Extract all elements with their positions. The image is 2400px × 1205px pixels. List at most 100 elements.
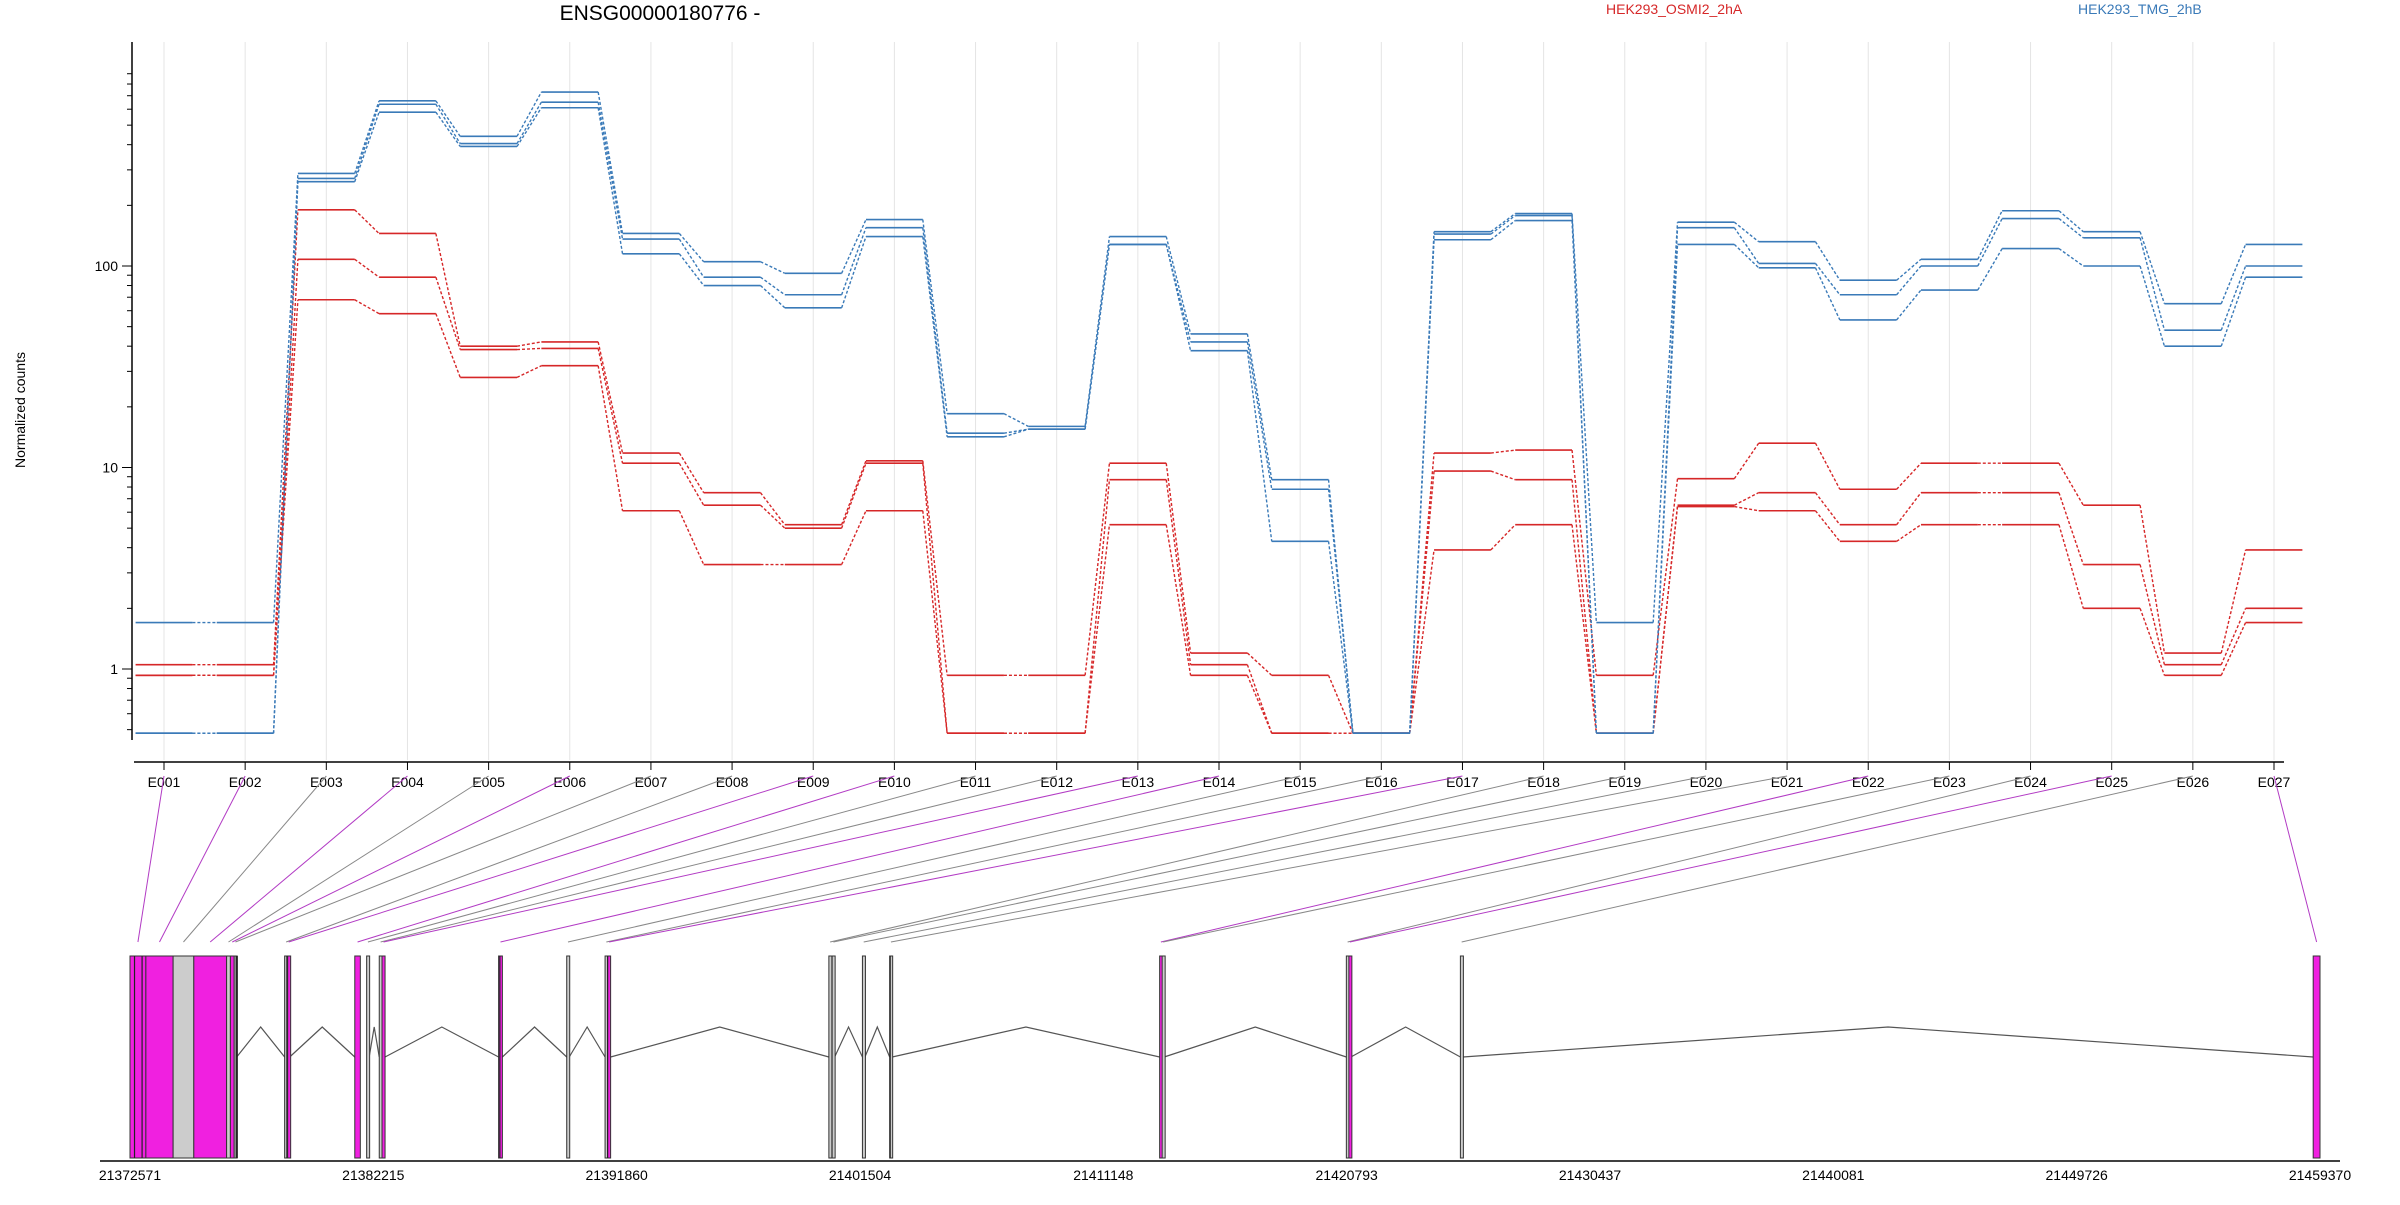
series-3-link-24 (2058, 524, 2084, 609)
connector-E018 (830, 775, 1544, 943)
x-tick-label-E025: E025 (2095, 774, 2128, 790)
series-1-link-18 (1571, 450, 1598, 676)
connector-E014 (500, 775, 1220, 943)
series-1-link-2 (272, 209, 299, 665)
series-1-link-9 (840, 460, 867, 525)
exon-box-E018 (828, 955, 833, 1159)
connector-E015 (567, 775, 1301, 943)
series-3-link-14 (1246, 675, 1273, 734)
series-1-link-13 (1165, 463, 1192, 654)
series-4-link-26 (2220, 244, 2247, 304)
series-4-link-2 (272, 173, 299, 623)
exon-box-E014 (498, 955, 503, 1159)
series-3-link-21 (1814, 510, 1841, 542)
exon-box-E006 (229, 955, 235, 1159)
connector-E003 (183, 775, 327, 943)
series-1-link-3 (354, 209, 380, 234)
intron-19 (834, 1025, 863, 1058)
series-5-link-16 (1409, 234, 1435, 734)
x-tick-label-E026: E026 (2176, 774, 2209, 790)
legend-entry-osmi2: HEK293_OSMI2_2hA (1606, 1, 1743, 17)
series-5-link-8 (760, 276, 786, 296)
y-axis-label-box: Normalized counts (8, 350, 32, 470)
genomic-tick-label: 21430437 (1559, 1167, 1622, 1183)
genomic-tick-label: 21459370 (2289, 1167, 2352, 1183)
exon-box-E004 (193, 955, 228, 1159)
series-1-link-22 (1896, 462, 1922, 490)
series-2-link-24 (2058, 492, 2084, 565)
connector-E017 (609, 775, 1463, 943)
connector-E012 (380, 775, 1057, 943)
y-tick-label: 10 (102, 460, 118, 476)
x-tick-label-E018: E018 (1527, 774, 1560, 790)
genomic-tick-label: 21382215 (342, 1167, 405, 1183)
series-1-link-6 (597, 341, 624, 454)
exon-box-E026 (1459, 955, 1464, 1159)
intron-15 (568, 1025, 606, 1058)
x-tick-label-E001: E001 (148, 774, 181, 790)
series-1-link-20 (1733, 442, 1760, 480)
series-3-link-2 (272, 299, 299, 676)
genomic-tick-label: 21401504 (829, 1167, 892, 1183)
series-6-link-23 (1977, 248, 2003, 291)
series-6-link-5 (516, 107, 542, 147)
exon-box-E025 (1348, 955, 1353, 1159)
genomic-tick-label: 21391860 (586, 1167, 649, 1183)
x-tick-label-E027: E027 (2258, 774, 2291, 790)
exon-box-E027 (2312, 955, 2321, 1159)
connector-E025 (1349, 775, 2112, 943)
intron-17 (610, 1026, 830, 1058)
series-4-link-11 (1003, 413, 1029, 427)
series-3-link-22 (1896, 524, 1922, 542)
series-1-link-24 (2058, 462, 2084, 506)
x-tick-label-E006: E006 (553, 774, 586, 790)
exon-box-E003 (172, 955, 195, 1159)
series-2-link-18 (1571, 479, 1598, 734)
legend-entry-tmg: HEK293_TMG_2hB (2078, 1, 2202, 17)
x-tick-label-E007: E007 (635, 774, 668, 790)
series-2-link-20 (1734, 492, 1759, 506)
x-tick-label-E022: E022 (1852, 774, 1885, 790)
exon-box-E013 (381, 955, 386, 1159)
series-2-link-4 (435, 276, 461, 350)
connector-E009 (288, 775, 814, 943)
series-1-link-21 (1814, 442, 1841, 490)
exon-box-E002 (145, 955, 174, 1159)
y-tick-label: 100 (95, 258, 119, 274)
genomic-tick-label: 21449726 (2046, 1167, 2109, 1183)
x-tick-label-E012: E012 (1040, 774, 1073, 790)
series-3-link-12 (1084, 524, 1111, 734)
intron-13 (384, 1026, 499, 1058)
series-4-link-6 (597, 91, 624, 234)
x-tick-label-E024: E024 (2014, 774, 2047, 790)
x-tick-label-E020: E020 (1690, 774, 1723, 790)
series-4-link-23 (1977, 210, 2003, 260)
series-5-link-6 (597, 102, 624, 240)
series-4-link-13 (1165, 236, 1192, 335)
exon-box-E001 (129, 955, 147, 1159)
connector-E007 (235, 775, 652, 943)
series-6-link-18 (1571, 220, 1598, 734)
exon-box-E010 (354, 955, 361, 1159)
x-tick-label-E017: E017 (1446, 774, 1479, 790)
series-4-link-18 (1571, 213, 1598, 623)
series-6-link-12 (1084, 244, 1111, 430)
series-2-link-9 (840, 462, 867, 529)
series-3-link-16 (1409, 549, 1435, 734)
series-1-link-4 (435, 233, 461, 347)
series-2-link-8 (760, 504, 786, 529)
connector-E023 (1163, 775, 1950, 943)
series-4-link-3 (354, 100, 380, 174)
x-tick-label-E023: E023 (1933, 774, 1966, 790)
y-tick-label: 1 (110, 661, 118, 677)
connector-E008 (285, 775, 733, 943)
connector-E021 (890, 775, 1788, 943)
connector-E011 (367, 775, 976, 943)
series-2-link-16 (1409, 471, 1435, 734)
series-6-link-25 (2139, 265, 2166, 347)
series-2-link-19 (1652, 505, 1679, 734)
series-6-link-15 (1327, 541, 1354, 734)
chart-title: ENSG00000180776 - (559, 2, 761, 25)
series-4-link-9 (840, 219, 867, 274)
